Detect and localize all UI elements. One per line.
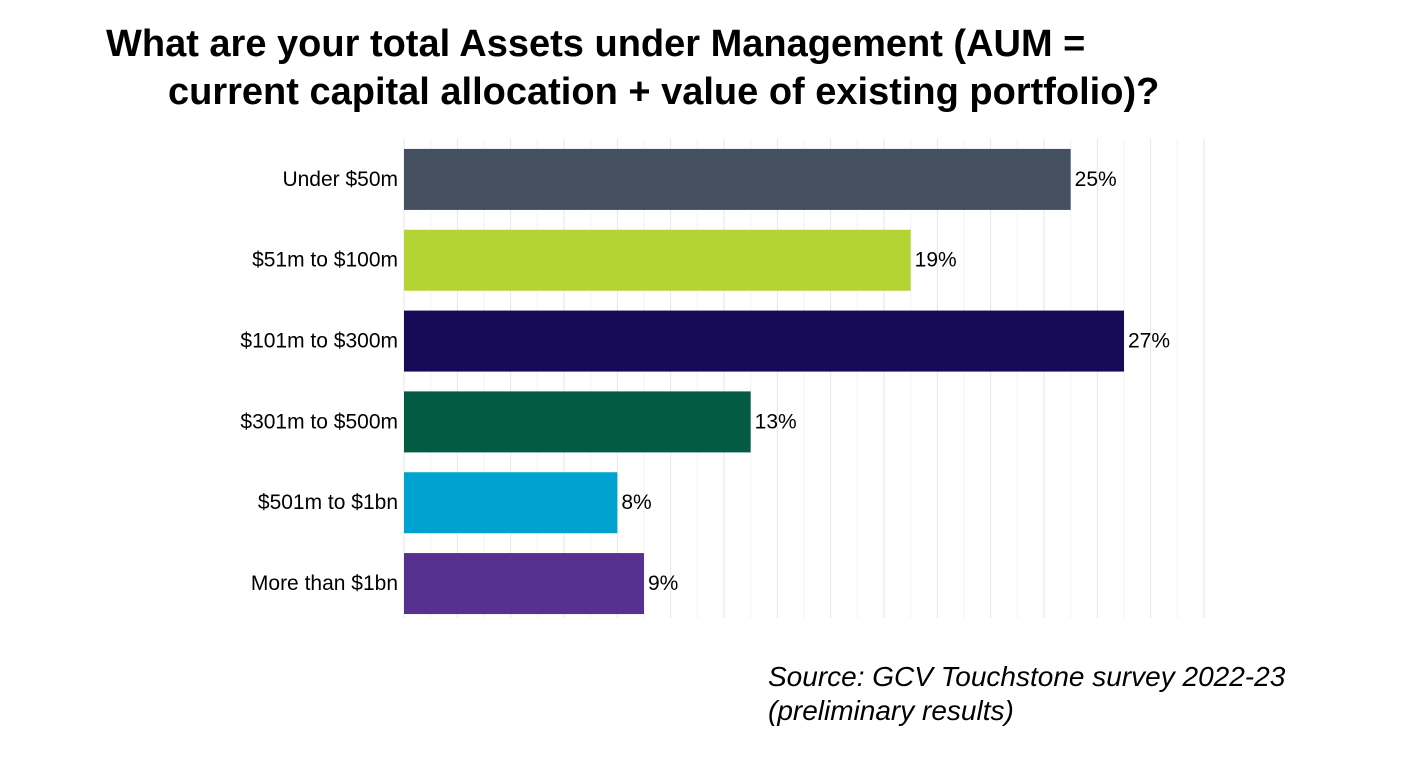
data-label: 27%: [1128, 330, 1170, 353]
bars: [404, 148, 1124, 615]
category-label: Under $50m: [282, 168, 398, 191]
bar: [404, 310, 1124, 372]
data-label: 9%: [648, 572, 678, 595]
bar: [404, 553, 644, 615]
source-note: Source: GCV Touchstone survey 2022-23 (p…: [768, 660, 1285, 728]
bar: [404, 229, 911, 291]
chart-title-line-2: current capital allocation + value of ex…: [168, 71, 1160, 113]
category-label: $51m to $100m: [252, 249, 398, 272]
category-label: $501m to $1bn: [258, 491, 398, 514]
bar: [404, 148, 1071, 210]
data-label: 19%: [915, 249, 957, 272]
gridlines: [403, 139, 1205, 618]
category-label: More than $1bn: [251, 572, 398, 595]
labels: Under $50m 25% $51m to $100m 19% $101m to $3…: [240, 168, 1170, 595]
source-line-2: (preliminary results): [768, 695, 1014, 726]
bar: [404, 391, 751, 453]
category-label: $101m to $300m: [240, 330, 398, 353]
data-label: 25%: [1075, 168, 1117, 191]
chart-title-line-1: What are your total Assets under Managem…: [106, 23, 1086, 65]
bar: [404, 472, 618, 534]
category-label: $301m to $500m: [240, 410, 398, 433]
data-label: 13%: [755, 410, 797, 433]
data-label: 8%: [621, 491, 651, 514]
chart-title: What are your total Assets under Managem…: [0, 20, 1418, 116]
source-line-1: Source: GCV Touchstone survey 2022-23: [768, 661, 1286, 692]
